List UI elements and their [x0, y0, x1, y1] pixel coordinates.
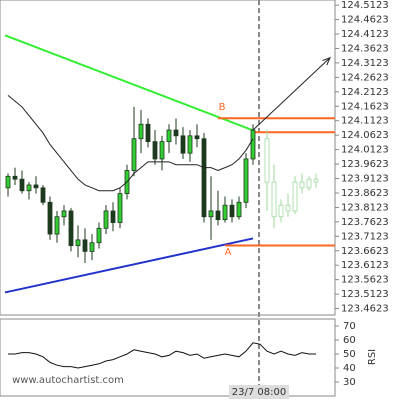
y-tick-label: 123.7623 [341, 217, 389, 228]
point-label: B [219, 102, 226, 113]
y-tick-label: 124.2123 [341, 87, 389, 98]
candle-body [173, 129, 179, 137]
candle-body [152, 141, 158, 160]
y-tick-label: 124.4123 [341, 29, 389, 40]
candle-body [299, 181, 305, 189]
candle-body [68, 210, 74, 247]
y-tick-label: 123.8123 [341, 202, 389, 213]
arrow-head [322, 56, 331, 66]
candle-body [54, 216, 60, 235]
candle-body [89, 242, 95, 252]
y-tick-label: 124.1123 [341, 116, 389, 127]
candle-body [96, 227, 102, 244]
trendline [4, 34, 254, 132]
point-label: A [225, 247, 232, 258]
candle-body [313, 178, 319, 183]
y-tick-label: 123.5123 [341, 289, 389, 300]
y-tick-label: 123.8623 [341, 188, 389, 199]
y-tick-label: 124.3123 [341, 58, 389, 69]
candle-body [131, 138, 137, 171]
candle-body [12, 175, 18, 180]
candle-body [187, 135, 193, 154]
candle-body [82, 239, 88, 252]
candle-body [180, 135, 186, 154]
y-tick-label: 123.5623 [341, 275, 389, 286]
y-tick-label: 123.6623 [341, 246, 389, 257]
candle-body [215, 210, 221, 221]
candle-body [5, 175, 11, 189]
candle-body [75, 239, 81, 247]
y-tick-label: 123.6123 [341, 260, 389, 271]
candle-body [285, 204, 291, 212]
candle-body [292, 181, 298, 212]
candle-body [166, 129, 172, 143]
y-tick-label: 124.4623 [341, 15, 389, 26]
candle-body [159, 141, 165, 160]
y-tick-label: 124.3623 [341, 43, 389, 54]
candle-body [47, 201, 53, 235]
candle-body [222, 204, 228, 221]
y-tick-label: 124.1623 [341, 101, 389, 112]
rsi-line [8, 342, 316, 369]
candle-body [250, 129, 256, 160]
candle-body [194, 135, 200, 140]
y-tick-label: 124.0123 [341, 145, 389, 156]
candle-body [229, 204, 235, 218]
y-tick-label: 124.0623 [341, 130, 389, 141]
y-tick-label: 124.5123 [341, 0, 389, 11]
rsi-pane [0, 318, 336, 397]
price-pane [0, 0, 336, 316]
candle-body [264, 138, 270, 183]
candle-body [19, 178, 25, 192]
forecast-arrow [252, 57, 331, 131]
rsi-label: RSI [367, 349, 378, 365]
y-tick-label: 123.9123 [341, 174, 389, 185]
candle-body [26, 184, 32, 192]
y-tick-label: 50 [343, 349, 356, 360]
moving-average [7, 94, 254, 192]
y-tick-label: 70 [343, 321, 356, 332]
candle-body [117, 193, 123, 223]
x-label-box [229, 385, 289, 399]
candle-body [278, 204, 284, 218]
y-tick-label: 60 [343, 335, 356, 346]
trendline [4, 237, 254, 294]
candle-body [103, 210, 109, 229]
candle-body [61, 210, 67, 218]
candle-body [40, 187, 46, 203]
y-tick-label: 124.2623 [341, 72, 389, 83]
candle-body [243, 158, 249, 203]
y-tick-label: 40 [343, 363, 356, 374]
y-tick-label: 30 [343, 377, 356, 388]
candle-body [306, 178, 312, 189]
candle-body [110, 210, 116, 223]
candle-body [271, 181, 277, 218]
watermark: www.autochartist.com [12, 375, 124, 386]
x-tick-label: 23/7 08:00 [232, 387, 286, 398]
candle-body [236, 201, 242, 218]
y-tick-label: 123.7123 [341, 231, 389, 242]
candle-body [145, 123, 151, 143]
candle-body [208, 210, 214, 218]
y-tick-label: 123.9623 [341, 159, 389, 170]
candle-body [138, 123, 144, 140]
y-tick-label: 123.4623 [341, 304, 389, 315]
candle-body [33, 184, 39, 189]
candle-body [201, 138, 207, 218]
